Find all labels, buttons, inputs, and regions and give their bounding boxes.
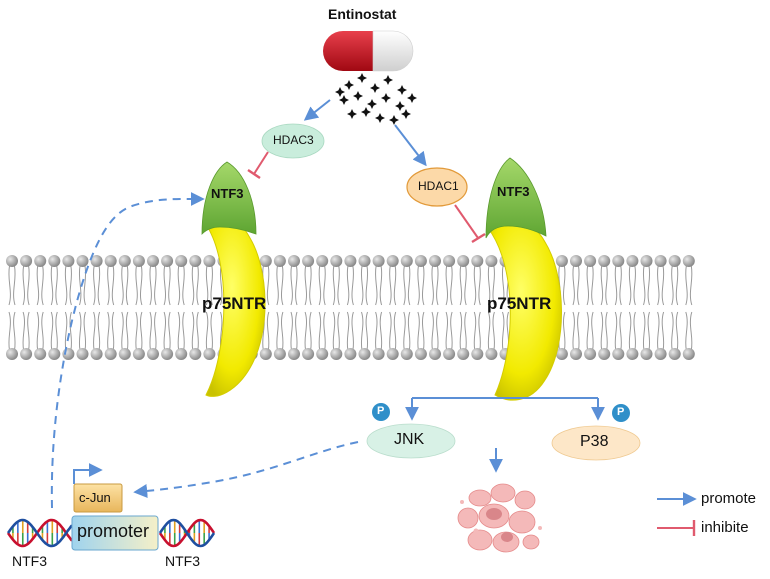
- p38-node: [551, 425, 641, 461]
- ntf3-ligand-right-label: NTF3: [497, 184, 530, 199]
- cjun-label: c-Jun: [79, 490, 111, 505]
- ntf3-ligand-left-label: NTF3: [211, 186, 244, 201]
- entinostat-pill-icon: [323, 30, 414, 72]
- ntf3-ligand-right: [485, 157, 547, 239]
- apoptotic-cell-icon: [457, 483, 542, 553]
- dashed-arrow-ntf3-gene-to-ligand: [50, 191, 205, 509]
- ntf3-ligand-left: [201, 161, 257, 235]
- inhibit-hdac1-p75ntr: [454, 204, 486, 244]
- hdac1-node: [406, 167, 468, 207]
- drug-particles-icon: [335, 73, 417, 125]
- transcription-start-arrow: [73, 463, 103, 484]
- dna-helix-left-icon: [6, 518, 73, 548]
- hdac3-node: [261, 123, 325, 159]
- jnk-node: [366, 423, 456, 459]
- p75ntr-left-label: p75NTR: [202, 294, 267, 313]
- ntf3-gene-left-label: NTF3: [12, 553, 47, 569]
- phospho-p38-badge-icon: [612, 404, 630, 422]
- inhibit-hdac3-ntf3: [247, 151, 269, 179]
- legend-inhibit-label: inhibite: [701, 519, 749, 536]
- arrow-drug-to-hdac3: [303, 99, 331, 121]
- drug-label: Entinostat: [328, 6, 397, 22]
- ntf3-gene-right-label: NTF3: [165, 553, 200, 569]
- cjun-box: [73, 483, 123, 513]
- p75ntr-receptor-right: [487, 218, 562, 401]
- hdac1-label: HDAC1: [418, 179, 459, 193]
- branch-arrow-jnk-p38: [405, 397, 605, 421]
- jnk-label: JNK: [394, 431, 425, 448]
- phospho-jnk-label: P: [377, 405, 385, 417]
- legend-inhibit-bar-icon: [657, 520, 696, 536]
- arrow-drug-to-hdac1: [394, 124, 427, 167]
- p75ntr-right-label: p75NTR: [487, 294, 552, 313]
- legend-promote-label: promote: [701, 490, 757, 507]
- phospho-p38-label: P: [617, 406, 625, 418]
- hdac3-label: HDAC3: [273, 133, 314, 147]
- promoter-label: promoter: [77, 521, 150, 541]
- dna-helix-right-icon: [158, 518, 216, 548]
- dashed-arrow-jnk-to-cjun: [133, 441, 359, 498]
- phospho-jnk-badge-icon: [372, 403, 390, 421]
- cell-membrane: [6, 255, 695, 360]
- promoter-box: [71, 515, 159, 551]
- p38-label: P38: [580, 433, 609, 450]
